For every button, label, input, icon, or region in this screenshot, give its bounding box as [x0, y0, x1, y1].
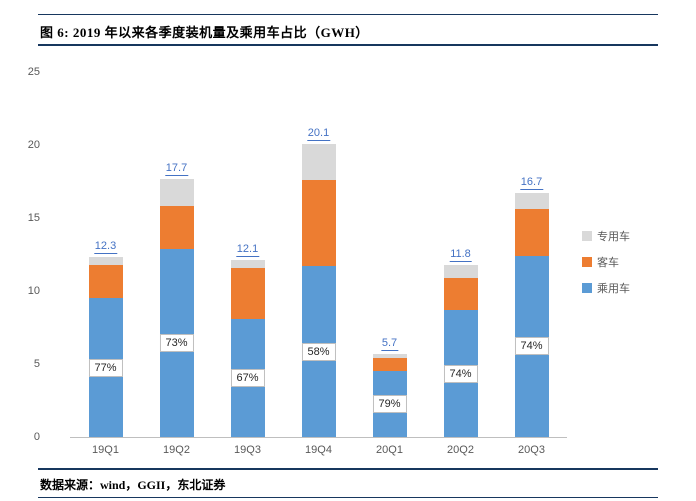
legend-label: 专用车 — [597, 231, 630, 243]
stacked-bar — [230, 260, 265, 437]
legend-item: 客车 — [582, 254, 630, 270]
y-tick-label: 10 — [27, 285, 40, 297]
bar-segment-专用车 — [301, 143, 336, 181]
x-tick-label: 19Q3 — [234, 444, 261, 456]
legend-label: 客车 — [597, 257, 619, 269]
stacked-bar — [443, 264, 478, 437]
bar-segment-专用车 — [372, 353, 407, 359]
legend-label: 乘用车 — [597, 283, 630, 295]
y-tick-label: 5 — [33, 358, 40, 370]
x-tick-label: 20Q3 — [518, 444, 545, 456]
pct-label: 74% — [443, 364, 478, 383]
total-label: 17.7 — [164, 161, 189, 176]
stacked-bar — [301, 143, 336, 437]
legend: 专用车 客车 乘用车 — [582, 228, 630, 296]
bar-group: 79% 5.7 20Q1 — [354, 72, 425, 456]
legend-item: 乘用车 — [582, 280, 630, 296]
bar-segment-专用车 — [514, 193, 549, 210]
pct-label: 74% — [514, 337, 549, 356]
bar-group: 73% 17.7 19Q2 — [141, 72, 212, 456]
bar-group: 58% 20.1 19Q4 — [283, 72, 354, 456]
bar-group: 74% 11.8 20Q2 — [425, 72, 496, 456]
total-label: 12.1 — [235, 243, 260, 258]
bar-segment-客车 — [301, 180, 336, 267]
bar-segment-客车 — [230, 267, 265, 319]
x-tick-label: 19Q4 — [305, 444, 332, 456]
pct-label: 77% — [88, 358, 123, 377]
plot-area: 77% 12.3 19Q1 73% 17.7 19Q2 67% 12.1 19Q3 58% 20.1… — [70, 72, 567, 456]
total-label: 11.8 — [449, 247, 472, 262]
total-label: 20.1 — [306, 126, 331, 141]
total-label: 16.7 — [519, 176, 544, 191]
bar-group: 67% 12.1 19Q3 — [212, 72, 283, 456]
bar-segment-客车 — [443, 277, 478, 310]
bar-segment-专用车 — [88, 257, 123, 265]
x-tick-label: 20Q1 — [376, 444, 403, 456]
total-label: 12.3 — [93, 240, 118, 255]
pct-label: 79% — [372, 395, 407, 414]
y-tick-label: 25 — [27, 66, 40, 78]
stacked-bar — [514, 193, 549, 437]
bar-segment-客车 — [159, 206, 194, 249]
bar-segment-客车 — [514, 209, 549, 256]
y-axis: 0 5 10 15 20 25 — [14, 66, 40, 443]
x-axis-line — [70, 437, 567, 438]
legend-item: 专用车 — [582, 228, 630, 244]
total-label: 5.7 — [380, 336, 399, 351]
bar-segment-专用车 — [159, 178, 194, 207]
bar-segment-客车 — [372, 358, 407, 372]
bar-group: 74% 16.7 20Q3 — [496, 72, 567, 456]
pct-label: 58% — [301, 342, 336, 361]
bar-group: 77% 12.3 19Q1 — [70, 72, 141, 456]
y-tick-label: 15 — [27, 212, 40, 224]
y-tick-label: 0 — [33, 431, 40, 443]
legend-swatch — [582, 231, 592, 241]
x-tick-label: 19Q2 — [163, 444, 190, 456]
pct-label: 67% — [230, 368, 265, 387]
legend-swatch — [582, 257, 592, 267]
bar-segment-专用车 — [443, 264, 478, 278]
footer-rule — [38, 468, 658, 470]
x-tick-label: 20Q2 — [447, 444, 474, 456]
legend-swatch — [582, 283, 592, 293]
y-tick-label: 20 — [27, 139, 40, 151]
stacked-bar — [88, 257, 123, 437]
bottom-rule — [38, 497, 658, 498]
pct-label: 73% — [159, 333, 194, 352]
bar-segment-专用车 — [230, 260, 265, 268]
bar-segment-客车 — [88, 264, 123, 299]
title-rule — [38, 44, 658, 46]
figure-title: 图 6: 2019 年以来各季度装机量及乘用车占比（GWH） — [40, 25, 369, 40]
stacked-bar — [159, 178, 194, 437]
data-source-note: 数据来源：wind，GGII，东北证券 — [40, 478, 226, 492]
x-tick-label: 19Q1 — [92, 444, 119, 456]
top-rule — [38, 14, 658, 15]
